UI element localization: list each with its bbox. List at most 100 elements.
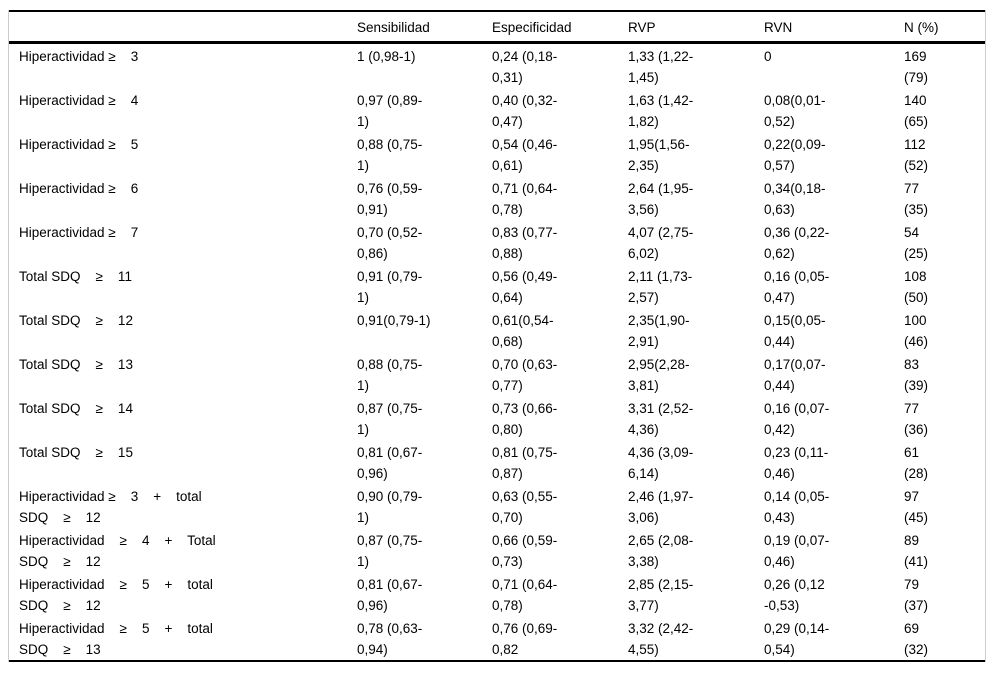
row-label: Total SDQ ≥ 15 bbox=[19, 445, 133, 460]
cell-sensibilidad: 1 (0,98-1) bbox=[357, 49, 416, 64]
row-label: Hiperactividad ≥ 6 bbox=[19, 181, 139, 196]
cell-especificidad: 0,56 (0,49- 0,64) bbox=[492, 269, 558, 305]
table-row: Total SDQ ≥ 15 0,81 (0,67- 0,96) 0,81 (0… bbox=[9, 440, 985, 484]
cell-n-pct: 97 (45) bbox=[904, 489, 929, 525]
cell-sensibilidad: 0,87 (0,75- 1) bbox=[357, 533, 423, 569]
row-label: Hiperactividad ≥ 5 bbox=[19, 137, 139, 152]
cell-rvp: 3,31 (2,52- 4,36) bbox=[628, 401, 694, 437]
table-row: Hiperactividad ≥ 5 + total SDQ ≥ 13 0,78… bbox=[9, 616, 985, 661]
cell-sensibilidad: 0,87 (0,75- 1) bbox=[357, 401, 423, 437]
cell-n-pct: 100 (46) bbox=[904, 313, 929, 349]
table-row: Hiperactividad ≥ 5 0,88 (0,75- 1) 0,54 (… bbox=[9, 132, 985, 176]
cell-sensibilidad: 0,91(0,79-1) bbox=[357, 313, 431, 328]
cell-rvn: 0,16 (0,07- 0,42) bbox=[764, 401, 830, 437]
header-cell-rvn: RVN bbox=[764, 11, 904, 44]
row-label: Hiperactividad ≥ 5 + total SDQ ≥ 13 bbox=[19, 621, 213, 657]
cell-especificidad: 0,54 (0,46- 0,61) bbox=[492, 137, 558, 173]
row-label: Hiperactividad ≥ 4 + Total SDQ ≥ 12 bbox=[19, 533, 216, 569]
cell-n-pct: 61 (28) bbox=[904, 445, 929, 481]
cell-rvp: 2,46 (1,97- 3,06) bbox=[628, 489, 694, 525]
cell-n-pct: 89 (41) bbox=[904, 533, 929, 569]
cell-sensibilidad: 0,81 (0,67- 0,96) bbox=[357, 577, 423, 613]
cell-rvp: 1,63 (1,42- 1,82) bbox=[628, 93, 694, 129]
header-cell-rvp: RVP bbox=[628, 11, 764, 44]
cell-sensibilidad: 0,97 (0,89- 1) bbox=[357, 93, 423, 129]
table-row: Hiperactividad ≥ 4 + Total SDQ ≥ 12 0,87… bbox=[9, 528, 985, 572]
header-cell-label bbox=[9, 11, 357, 44]
cell-rvn: 0,19 (0,07- 0,46) bbox=[764, 533, 830, 569]
cell-especificidad: 0,66 (0,59- 0,73) bbox=[492, 533, 558, 569]
cell-rvn: 0,14 (0,05- 0,43) bbox=[764, 489, 830, 525]
table-row: Hiperactividad ≥ 6 0,76 (0,59- 0,91) 0,7… bbox=[9, 176, 985, 220]
cell-especificidad: 0,61(0,54- 0,68) bbox=[492, 313, 554, 349]
table-row: Hiperactividad ≥ 3 1 (0,98-1) 0,24 (0,18… bbox=[9, 43, 985, 89]
cell-rvn: 0,29 (0,14- 0,54) bbox=[764, 621, 830, 657]
diagnostic-accuracy-table: Sensibilidad Especificidad RVP RVN N (%)… bbox=[9, 10, 985, 662]
cell-rvp: 1,33 (1,22- 1,45) bbox=[628, 49, 694, 85]
table-row: Total SDQ ≥ 13 0,88 (0,75- 1) 0,70 (0,63… bbox=[9, 352, 985, 396]
cell-rvn: 0 bbox=[764, 49, 772, 64]
cell-rvp: 2,85 (2,15- 3,77) bbox=[628, 577, 694, 613]
table-header: Sensibilidad Especificidad RVP RVN N (%) bbox=[9, 11, 985, 44]
cell-n-pct: 112 (52) bbox=[904, 137, 929, 173]
cell-rvp: 2,95(2,28- 3,81) bbox=[628, 357, 690, 393]
table-row: Total SDQ ≥ 11 0,91 (0,79- 1) 0,56 (0,49… bbox=[9, 264, 985, 308]
cell-especificidad: 0,63 (0,55- 0,70) bbox=[492, 489, 558, 525]
cell-rvp: 2,64 (1,95- 3,56) bbox=[628, 181, 694, 217]
row-label: Total SDQ ≥ 11 bbox=[19, 269, 132, 284]
cell-rvn: 0,34(0,18- 0,63) bbox=[764, 181, 826, 217]
cell-sensibilidad: 0,81 (0,67- 0,96) bbox=[357, 445, 423, 481]
table-row: Hiperactividad ≥ 7 0,70 (0,52- 0,86) 0,8… bbox=[9, 220, 985, 264]
cell-sensibilidad: 0,91 (0,79- 1) bbox=[357, 269, 423, 305]
row-label: Total SDQ ≥ 13 bbox=[19, 357, 133, 372]
table-row: Total SDQ ≥ 12 0,91(0,79-1) 0,61(0,54- 0… bbox=[9, 308, 985, 352]
table-row: Total SDQ ≥ 14 0,87 (0,75- 1) 0,73 (0,66… bbox=[9, 396, 985, 440]
cell-rvp: 2,35(1,90- 2,91) bbox=[628, 313, 690, 349]
table-row: Hiperactividad ≥ 4 0,97 (0,89- 1) 0,40 (… bbox=[9, 88, 985, 132]
cell-sensibilidad: 0,88 (0,75- 1) bbox=[357, 137, 423, 173]
cell-rvp: 1,95(1,56- 2,35) bbox=[628, 137, 690, 173]
header-cell-especificidad: Especificidad bbox=[492, 11, 628, 44]
cell-sensibilidad: 0,90 (0,79- 1) bbox=[357, 489, 423, 525]
row-label: Hiperactividad ≥ 3 bbox=[19, 49, 139, 64]
cell-sensibilidad: 0,70 (0,52- 0,86) bbox=[357, 225, 423, 261]
cell-rvp: 3,32 (2,42- 4,55) bbox=[628, 621, 694, 657]
row-label: Hiperactividad ≥ 7 bbox=[19, 225, 139, 240]
cell-n-pct: 79 (37) bbox=[904, 577, 929, 613]
cell-especificidad: 0,40 (0,32- 0,47) bbox=[492, 93, 558, 129]
cell-rvp: 4,36 (3,09- 6,14) bbox=[628, 445, 694, 481]
cell-rvp: 4,07 (2,75- 6,02) bbox=[628, 225, 694, 261]
cell-rvn: 0,17(0,07- 0,44) bbox=[764, 357, 826, 393]
cell-rvn: 0,36 (0,22- 0,62) bbox=[764, 225, 830, 261]
row-label: Hiperactividad ≥ 3 + total SDQ ≥ 12 bbox=[19, 489, 202, 525]
cell-rvn: 0,23 (0,11- 0,46) bbox=[764, 445, 829, 481]
cell-sensibilidad: 0,76 (0,59- 0,91) bbox=[357, 181, 423, 217]
cell-n-pct: 69 (32) bbox=[904, 621, 929, 657]
cell-n-pct: 169 (79) bbox=[904, 49, 929, 85]
cell-sensibilidad: 0,88 (0,75- 1) bbox=[357, 357, 423, 393]
header-row: Sensibilidad Especificidad RVP RVN N (%) bbox=[9, 11, 985, 44]
cell-rvn: 0,26 (0,12 -0,53) bbox=[764, 577, 825, 613]
row-label: Hiperactividad ≥ 4 bbox=[19, 93, 139, 108]
cell-rvn: 0,08(0,01- 0,52) bbox=[764, 93, 826, 129]
cell-especificidad: 0,70 (0,63- 0,77) bbox=[492, 357, 558, 393]
header-cell-n-pct: N (%) bbox=[904, 11, 985, 44]
cell-especificidad: 0,81 (0,75- 0,87) bbox=[492, 445, 558, 481]
cell-n-pct: 140 (65) bbox=[904, 93, 929, 129]
cell-rvp: 2,11 (1,73- 2,57) bbox=[628, 269, 693, 305]
cell-rvn: 0,16 (0,05- 0,47) bbox=[764, 269, 830, 305]
row-label: Total SDQ ≥ 12 bbox=[19, 313, 133, 328]
table-row: Hiperactividad ≥ 3 + total SDQ ≥ 12 0,90… bbox=[9, 484, 985, 528]
cell-especificidad: 0,76 (0,69- 0,82 bbox=[492, 621, 558, 657]
cell-sensibilidad: 0,78 (0,63- 0,94) bbox=[357, 621, 423, 657]
cell-n-pct: 77 (36) bbox=[904, 401, 929, 437]
cell-especificidad: 0,73 (0,66- 0,80) bbox=[492, 401, 558, 437]
cell-especificidad: 0,71 (0,64- 0,78) bbox=[492, 181, 558, 217]
row-label: Hiperactividad ≥ 5 + total SDQ ≥ 12 bbox=[19, 577, 213, 613]
cell-especificidad: 0,71 (0,64- 0,78) bbox=[492, 577, 558, 613]
table-row: Hiperactividad ≥ 5 + total SDQ ≥ 12 0,81… bbox=[9, 572, 985, 616]
cell-rvn: 0,22(0,09- 0,57) bbox=[764, 137, 826, 173]
cell-n-pct: 83 (39) bbox=[904, 357, 929, 393]
cell-n-pct: 77 (35) bbox=[904, 181, 929, 217]
table-frame: Sensibilidad Especificidad RVP RVN N (%)… bbox=[8, 10, 986, 662]
